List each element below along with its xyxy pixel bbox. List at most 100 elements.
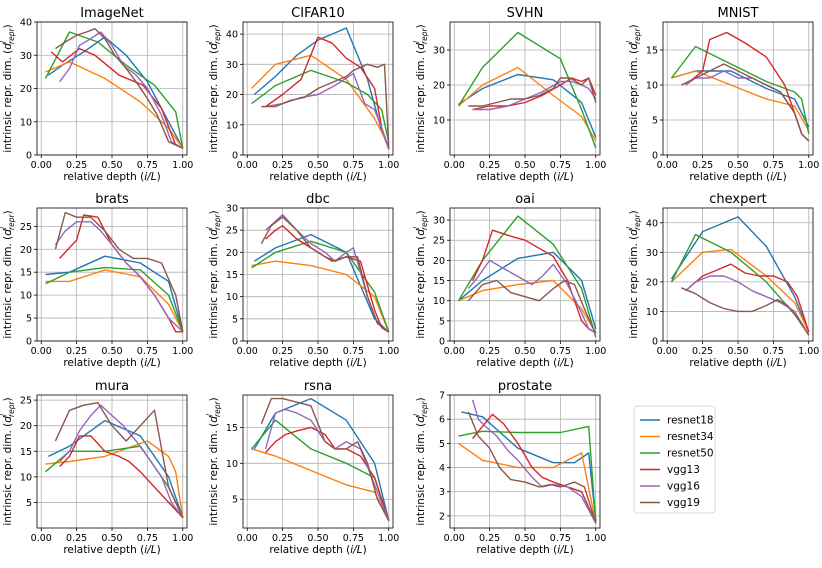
y-tick-label: 5 xyxy=(652,116,658,127)
series-line-vgg19 xyxy=(260,216,390,333)
x-tick-label: 1.00 xyxy=(378,160,399,171)
series-lines xyxy=(44,28,184,149)
y-tick-label: 0 xyxy=(26,151,32,162)
series-line-vgg16 xyxy=(472,80,597,111)
series-lines xyxy=(251,213,390,333)
y-tick-label: 20 xyxy=(20,84,32,95)
series-line-resnet50 xyxy=(251,69,390,144)
subplot-title: prostate xyxy=(498,379,552,394)
series-lines xyxy=(457,31,597,149)
series-line-resnet18 xyxy=(253,397,390,521)
x-tick-label: 0.00 xyxy=(237,346,258,357)
series-line-vgg16 xyxy=(265,213,390,333)
x-tick-label: 0.25 xyxy=(479,160,500,171)
y-tick-label: 10 xyxy=(433,296,445,307)
x-tick-label: 0.75 xyxy=(763,346,784,357)
x-tick-label: 0.25 xyxy=(272,346,293,357)
subplot-cifar10: CIFAR10 0.00 0.25 0.50 0.75 1.00 0 10 20 30 40 rela… xyxy=(205,6,399,183)
subplot-dbc: dbc 0.00 0.25 0.50 0.75 1.00 0 5 10 15 20 25 30 relat… xyxy=(205,192,399,369)
series-line-resnet34 xyxy=(251,260,390,333)
x-tick-label: 0.50 xyxy=(101,160,122,171)
x-axis-label: relative depth (i/L) xyxy=(476,171,573,183)
y-axis-label: intrinsic repr. dim. (dlrepr) xyxy=(205,397,222,525)
y-tick-label: 30 xyxy=(433,46,445,57)
y-tick-label: 5 xyxy=(26,498,32,509)
subplot-chexpert: chexpert 0.00 0.25 0.50 0.75 1.00 0 10 20 30 40 rel… xyxy=(625,192,819,369)
y-tick-label: 7 xyxy=(439,391,445,402)
series-line-vgg16 xyxy=(471,399,597,524)
subplot-mura: mura 0.00 0.25 0.50 0.75 1.00 5 10 15 20 25 relativ… xyxy=(0,379,193,556)
y-tick-label: 10 xyxy=(226,120,238,131)
x-axis-label: relative depth (i/L) xyxy=(269,171,366,183)
series-line-vgg19 xyxy=(261,63,390,150)
y-tick-label: 6 xyxy=(439,415,445,426)
x-tick-label: 0.75 xyxy=(137,346,158,357)
x-tick-label: 0.00 xyxy=(31,533,52,544)
x-tick-label: 0.00 xyxy=(657,346,678,357)
series-line-vgg13 xyxy=(265,426,390,522)
y-tick-label: 20 xyxy=(20,421,32,432)
series-line-vgg13 xyxy=(59,435,184,519)
legend-item-vgg16: vgg16 xyxy=(640,481,700,493)
y-tick-label: 20 xyxy=(226,90,238,101)
subplot-title: mura xyxy=(95,379,129,394)
y-tick-label: 5 xyxy=(232,314,238,325)
series-line-vgg19 xyxy=(54,402,184,519)
x-tick-label: 0.25 xyxy=(66,160,87,171)
y-tick-label: 20 xyxy=(20,245,32,256)
subplot-title: MNIST xyxy=(718,6,759,21)
series-line-vgg16 xyxy=(467,259,597,334)
x-tick-label: 1.00 xyxy=(798,160,819,171)
axes-frame xyxy=(36,21,188,156)
x-tick-label: 1.00 xyxy=(172,533,193,544)
y-tick-label: 3 xyxy=(439,487,445,498)
y-axis-label: intrinsic repr. dim. (dlrepr) xyxy=(205,210,222,338)
x-tick-label: 0.75 xyxy=(137,533,158,544)
series-line-resnet34 xyxy=(45,269,184,333)
series-line-vgg19 xyxy=(55,28,184,149)
x-tick-label: 0.75 xyxy=(343,533,364,544)
x-tick-label: 0.00 xyxy=(31,346,52,357)
x-tick-label: 1.00 xyxy=(172,160,193,171)
legend-label: vgg19 xyxy=(667,497,700,509)
legend-label: resnet34 xyxy=(667,431,714,443)
series-line-vgg19 xyxy=(260,397,390,522)
series-line-vgg16 xyxy=(264,408,390,522)
x-tick-label: 1.00 xyxy=(172,346,193,357)
axes-frame xyxy=(662,207,814,342)
x-tick-label: 0.50 xyxy=(307,533,328,544)
series-line-vgg19 xyxy=(54,211,184,332)
series-lines xyxy=(457,215,597,338)
x-tick-label: 0.75 xyxy=(550,160,571,171)
subplot-title: chexpert xyxy=(709,192,767,207)
legend-item-resnet50: resnet50 xyxy=(640,448,714,460)
series-line-resnet50 xyxy=(251,240,390,333)
x-axis-label: relative depth (i/L) xyxy=(63,357,160,369)
series-lines xyxy=(250,397,390,522)
series-line-vgg16 xyxy=(59,31,184,149)
series-line-vgg16 xyxy=(685,275,810,336)
series-line-resnet18 xyxy=(461,411,597,521)
series-line-vgg19 xyxy=(468,77,597,107)
y-tick-label: 30 xyxy=(646,248,658,259)
series-line-resnet18 xyxy=(458,73,597,138)
x-tick-label: 0.00 xyxy=(657,160,678,171)
subplot-mnist: MNIST 0.00 0.25 0.50 0.75 1.00 0 5 10 15 relative … xyxy=(625,6,819,183)
y-tick-label: 40 xyxy=(646,218,658,229)
series-line-resnet34 xyxy=(458,442,597,524)
series-line-resnet18 xyxy=(47,36,184,149)
y-axis-label: intrinsic repr. dim. (dlrepr) xyxy=(0,24,16,152)
axes-frame xyxy=(36,394,188,529)
series-line-vgg19 xyxy=(681,287,810,336)
series-line-vgg19 xyxy=(467,411,597,524)
y-tick-label: 20 xyxy=(226,248,238,259)
series-line-resnet34 xyxy=(45,61,184,149)
y-axis-label: intrinsic repr. dim. (dlrepr) xyxy=(412,24,429,152)
series-line-vgg13 xyxy=(685,31,810,142)
axes-frame xyxy=(36,207,188,342)
series-line-resnet50 xyxy=(670,45,810,135)
y-tick-label: 15 xyxy=(433,276,445,287)
series-line-resnet50 xyxy=(457,31,597,149)
x-axis-label: relative depth (i/L) xyxy=(476,544,573,556)
